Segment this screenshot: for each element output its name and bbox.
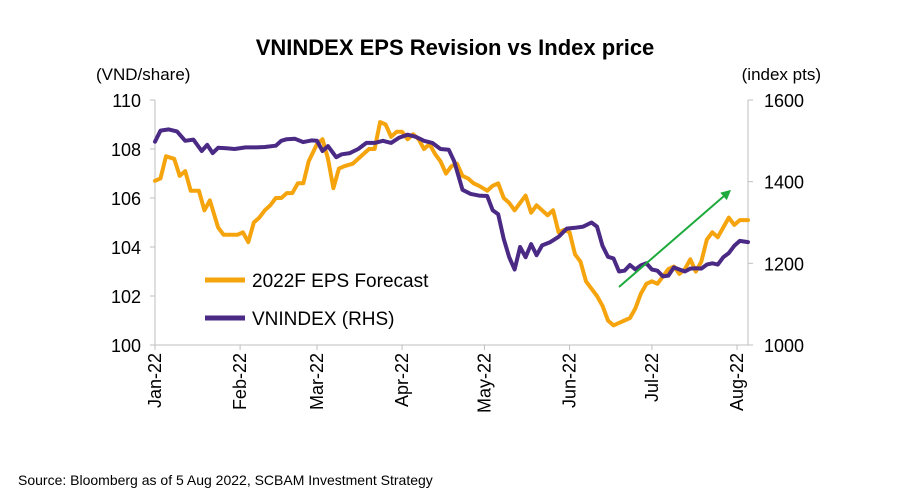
- x-tick-label: Jun-22: [560, 353, 580, 408]
- x-tick-label: Jul-22: [642, 353, 662, 402]
- right-tick-label: 1400: [764, 173, 804, 193]
- vnindex-line: [153, 127, 750, 279]
- left-axis-ticks: 100 102 104 106 108 110: [111, 91, 155, 356]
- right-axis-ticks: 1000 1200 1400 1600: [748, 91, 804, 356]
- legend-label-vnindex: VNINDEX (RHS): [252, 309, 395, 330]
- right-tick-label: 1600: [764, 91, 804, 111]
- left-tick-label: 110: [112, 91, 141, 111]
- x-axis-ticks: Jan-22 Feb-22 Mar-22 Apr-22 May-22 Jun-22 Jul-…: [145, 345, 747, 413]
- x-tick-label: Aug-22: [727, 353, 747, 411]
- trend-arrow: [618, 189, 732, 288]
- x-tick-label: Apr-22: [392, 353, 412, 407]
- x-tick-label: May-22: [474, 353, 494, 413]
- left-tick-label: 108: [111, 140, 141, 160]
- x-tick-label: Feb-22: [230, 353, 250, 410]
- left-tick-label: 102: [111, 287, 141, 307]
- chart-title: VNINDEX EPS Revision vs Index price: [256, 35, 655, 60]
- source-note: Source: Bloomberg as of 5 Aug 2022, SCBA…: [18, 472, 433, 488]
- left-axis-unit: (VND/share): [96, 65, 190, 84]
- legend: 2022F EPS Forecast VNINDEX (RHS): [205, 271, 429, 330]
- x-tick-label: Jan-22: [145, 353, 165, 408]
- left-tick-label: 104: [111, 238, 141, 258]
- left-tick-label: 106: [111, 189, 141, 209]
- right-tick-label: 1000: [764, 336, 804, 356]
- right-axis-unit: (index pts): [742, 65, 821, 84]
- annotation-layer: [618, 189, 732, 288]
- right-tick-label: 1200: [764, 254, 804, 274]
- series-layer: [153, 120, 750, 328]
- legend-label-eps-forecast: 2022F EPS Forecast: [252, 271, 429, 292]
- x-tick-label: Mar-22: [307, 353, 327, 410]
- left-tick-label: 100: [111, 336, 141, 356]
- eps-forecast-line: [153, 120, 750, 328]
